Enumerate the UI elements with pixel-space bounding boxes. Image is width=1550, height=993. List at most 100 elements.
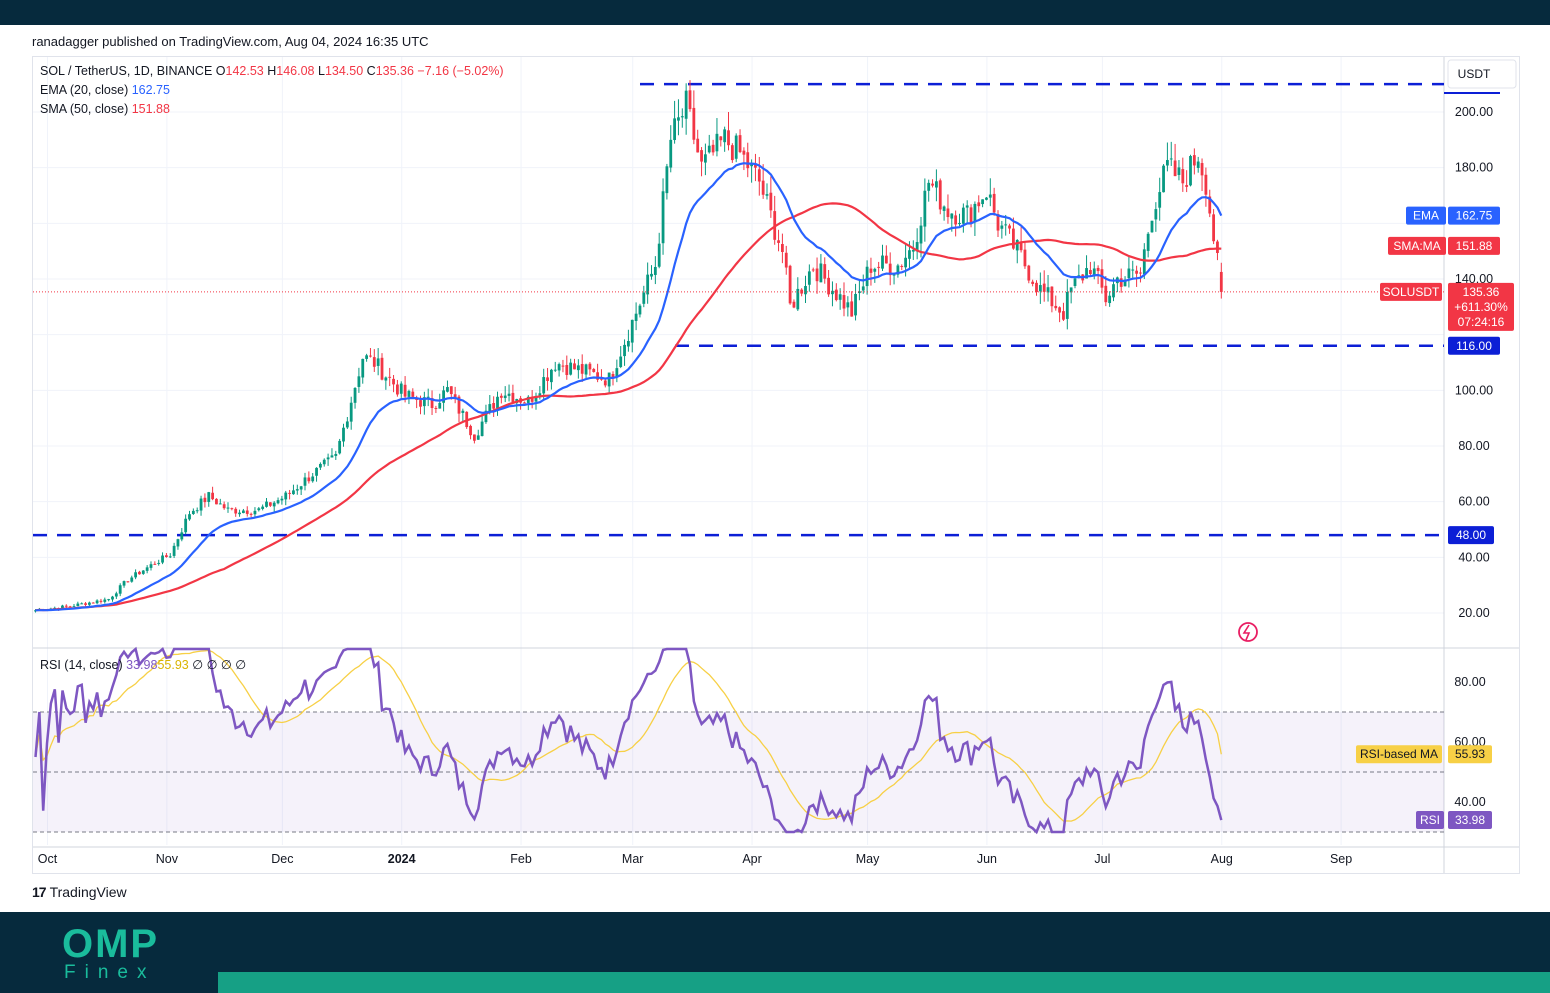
candle-body xyxy=(422,397,426,407)
candle-body xyxy=(819,263,823,283)
rsi-ma-line[interactable] xyxy=(34,649,1222,822)
rsi-badge[interactable] xyxy=(1448,811,1492,830)
lightning-icon[interactable] xyxy=(1238,622,1258,642)
candle-body xyxy=(165,555,168,558)
candle-body xyxy=(91,602,95,604)
candle-body xyxy=(861,286,865,291)
candle-body xyxy=(969,207,973,223)
candle-body xyxy=(215,498,218,505)
candle-body xyxy=(534,395,538,402)
candle-body xyxy=(1027,265,1031,281)
candle-body xyxy=(1135,270,1138,274)
high-label: H xyxy=(267,64,277,78)
candle-body xyxy=(1119,278,1123,287)
tradingview-logo[interactable]: 17 TradingView xyxy=(32,884,127,900)
candle-body xyxy=(161,555,164,563)
price-tag[interactable] xyxy=(1380,282,1442,301)
candle-body xyxy=(211,492,214,500)
candle-body xyxy=(492,403,496,409)
candle-body xyxy=(1058,307,1061,313)
candle-body xyxy=(696,138,700,153)
candle-body xyxy=(457,396,461,414)
candle-body xyxy=(869,268,873,273)
candle-body xyxy=(199,498,203,511)
candle-body xyxy=(592,368,596,372)
candle-body xyxy=(746,152,750,169)
y-tick-label: 140.00 xyxy=(1455,272,1493,286)
candle-body xyxy=(488,404,492,412)
last-price-badge[interactable] xyxy=(1448,282,1514,331)
sma-legend-value: 151.88 xyxy=(131,102,170,116)
candle-body xyxy=(553,369,557,371)
level-116-badge[interactable] xyxy=(1448,336,1500,355)
candle-body xyxy=(838,294,842,300)
rsi-legend-label[interactable]: RSI (14, close) xyxy=(40,658,123,672)
rsi-tag[interactable] xyxy=(1416,811,1444,830)
candle-body xyxy=(965,205,969,208)
rsi-line[interactable] xyxy=(34,646,1223,835)
candle-body xyxy=(1035,282,1038,293)
sma-legend-label[interactable]: SMA (50, close) xyxy=(40,102,129,116)
candle-body xyxy=(823,264,827,279)
ema-legend-label[interactable]: EMA (20, close) xyxy=(40,83,129,97)
ema-tag[interactable] xyxy=(1406,206,1446,225)
candle-body xyxy=(1196,161,1200,168)
candle-body xyxy=(1085,268,1088,279)
sma-price-badge[interactable] xyxy=(1448,236,1500,255)
candle-body xyxy=(345,421,349,428)
rsi-badge-text: 33.98 xyxy=(1455,813,1485,827)
currency-selector[interactable] xyxy=(1447,59,1517,89)
candle-body xyxy=(954,215,958,225)
candle-body xyxy=(796,288,800,310)
candle-body xyxy=(130,577,134,582)
candle-body xyxy=(1150,220,1154,233)
candle-body xyxy=(253,510,257,515)
candle-body xyxy=(811,269,815,271)
candle-body xyxy=(180,532,184,540)
candle-body xyxy=(426,396,430,398)
candle-body xyxy=(141,570,145,574)
candle-body xyxy=(846,302,850,308)
candle-body xyxy=(550,369,553,383)
candle-body xyxy=(99,600,103,602)
candle-body xyxy=(134,572,137,578)
candle-body xyxy=(884,255,888,264)
rsi-ma-tag-text: RSI-based MA xyxy=(1360,747,1438,761)
candle-body xyxy=(261,506,265,509)
ema-20-line[interactable] xyxy=(35,162,1223,612)
candle-body xyxy=(276,500,280,504)
candle-body xyxy=(961,207,965,224)
rsi-ma-tag[interactable] xyxy=(1356,745,1442,764)
ema-price-badge[interactable] xyxy=(1448,206,1500,225)
candle-body xyxy=(804,286,807,295)
ema-legend-value: 162.75 xyxy=(131,83,170,97)
candle-body xyxy=(480,421,484,437)
candle-body xyxy=(919,225,923,244)
candle-body xyxy=(1208,196,1212,214)
level-48-badge[interactable] xyxy=(1448,526,1494,545)
candle-body xyxy=(103,599,107,602)
candle-body xyxy=(523,402,526,404)
sma-tag[interactable] xyxy=(1388,236,1446,255)
candle-body xyxy=(353,387,357,403)
candle-body xyxy=(365,355,368,359)
candle-body xyxy=(1054,305,1058,309)
rsi-tick-label: 40.00 xyxy=(1454,795,1485,809)
symbol-label[interactable]: SOL / TetherUS, 1D, BINANCE xyxy=(40,64,213,78)
candle-body xyxy=(985,197,988,200)
candle-body xyxy=(923,190,927,227)
candle-body xyxy=(665,166,669,194)
candle-body xyxy=(700,150,703,162)
candle-body xyxy=(153,563,157,565)
candle-body xyxy=(1104,285,1108,303)
candle-body xyxy=(1096,267,1100,272)
rsi-ma-badge[interactable] xyxy=(1448,745,1492,764)
candle-body xyxy=(992,193,996,213)
candle-body xyxy=(623,344,626,357)
price-chart[interactable]: Oct Nov Dec 2024 Feb Mar Apr May Jun Jul Aug Sep USD… xyxy=(0,0,1550,900)
candle-body xyxy=(684,90,688,119)
candle-body xyxy=(611,374,615,378)
candle-body xyxy=(299,486,303,490)
sma-50-line[interactable] xyxy=(35,202,1222,612)
candle-body xyxy=(372,357,376,367)
